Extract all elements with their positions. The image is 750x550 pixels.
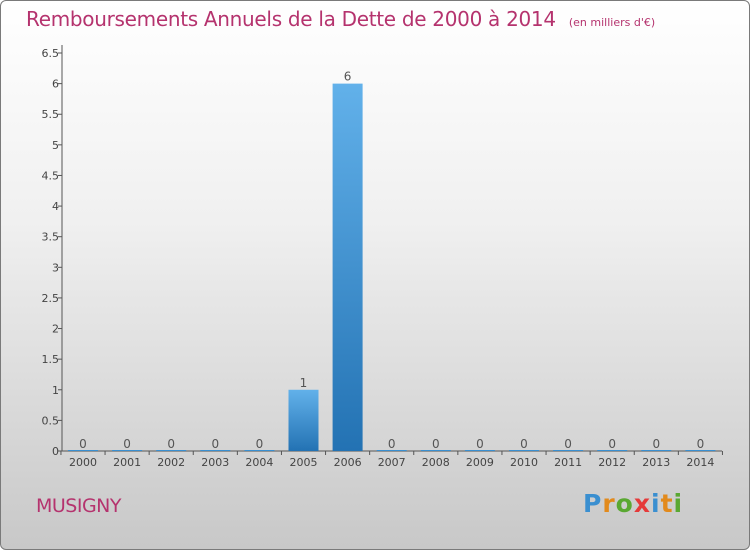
bar (553, 450, 584, 451)
bar (200, 450, 231, 451)
y-tick-label: 0.5 (42, 414, 60, 427)
data-label: 0 (388, 437, 396, 451)
y-tick-label: 1 (52, 384, 59, 397)
data-label: 0 (123, 437, 131, 451)
y-tick-label: 6 (52, 78, 59, 91)
logo-letter: i (651, 489, 661, 518)
data-label: 0 (564, 437, 572, 451)
x-tick-label: 2008 (422, 456, 450, 469)
y-tick-label: 3.5 (42, 231, 60, 244)
logo-letter: o (615, 489, 634, 518)
x-tick-label: 2001 (113, 456, 141, 469)
data-label: 0 (520, 437, 528, 451)
chart-title: Remboursements Annuels de la Dette de 20… (26, 7, 556, 31)
chart-subtitle: (en milliers d'€) (568, 16, 656, 29)
x-tick-label: 2003 (201, 456, 229, 469)
x-tick-label: 2012 (598, 456, 626, 469)
bar (112, 450, 143, 451)
y-tick-label: 2.5 (42, 292, 60, 305)
y-tick-label: 6.5 (42, 47, 60, 60)
bar (597, 450, 628, 451)
proxiti-logo: Proxiti (583, 489, 683, 518)
bar (156, 450, 187, 451)
y-tick-label: 2 (52, 323, 59, 336)
logo-letter: x (633, 489, 651, 518)
x-tick-label: 2000 (69, 456, 97, 469)
bar (332, 83, 363, 451)
bars-group (68, 83, 716, 451)
data-label: 1 (300, 376, 308, 390)
data-label: 0 (167, 437, 175, 451)
x-tick-label: 2006 (334, 456, 362, 469)
data-label: 0 (608, 437, 616, 451)
logo-letter: t (660, 489, 674, 518)
x-tick-label: 2009 (466, 456, 494, 469)
bar (464, 450, 495, 451)
city-name: MUSIGNY (36, 495, 122, 517)
x-tick-label: 2005 (290, 456, 318, 469)
bar (68, 450, 98, 451)
bar (509, 450, 539, 451)
y-tick-label: 0 (52, 445, 59, 458)
x-tick-label: 2007 (378, 456, 406, 469)
data-label: 0 (211, 437, 219, 451)
data-label: 0 (476, 437, 484, 451)
bar (420, 450, 451, 451)
bar (685, 450, 716, 451)
bar (244, 450, 275, 451)
title-row: Remboursements Annuels de la Dette de 20… (26, 7, 655, 31)
y-tick-label: 4.5 (42, 169, 60, 182)
data-label: 0 (79, 437, 87, 451)
data-label: 0 (697, 437, 705, 451)
y-tick-label: 3 (52, 261, 59, 274)
x-tick-label: 2013 (642, 456, 670, 469)
x-tick-label: 2014 (686, 456, 714, 469)
data-label: 0 (256, 437, 264, 451)
data-label: 6 (344, 70, 352, 84)
x-tick-label: 2002 (157, 456, 185, 469)
labels-group: 2000 0 2001 0 2002 0 2003 0 2004 0 2005 1 2006 6 2007 0… (69, 70, 714, 469)
logo-letter: P (583, 489, 603, 518)
logo-letter: i (673, 489, 684, 518)
axes: 0 0.5 1 1.5 2 2.5 3 3.5 4 4.5 5 5.5 6 6.5 (42, 45, 723, 458)
data-label: 0 (652, 437, 660, 451)
logo-letter: r (602, 489, 616, 518)
x-tick-label: 2011 (554, 456, 582, 469)
bar (376, 450, 407, 451)
x-tick-label: 2004 (245, 456, 273, 469)
y-tick-label: 5.5 (42, 108, 60, 121)
y-tick-label: 4 (52, 200, 59, 213)
bar (288, 389, 319, 451)
bar (641, 450, 672, 451)
data-label: 0 (432, 437, 440, 451)
y-tick-label: 5 (52, 139, 59, 152)
y-tick-label: 1.5 (42, 353, 60, 366)
x-tick-label: 2010 (510, 456, 538, 469)
